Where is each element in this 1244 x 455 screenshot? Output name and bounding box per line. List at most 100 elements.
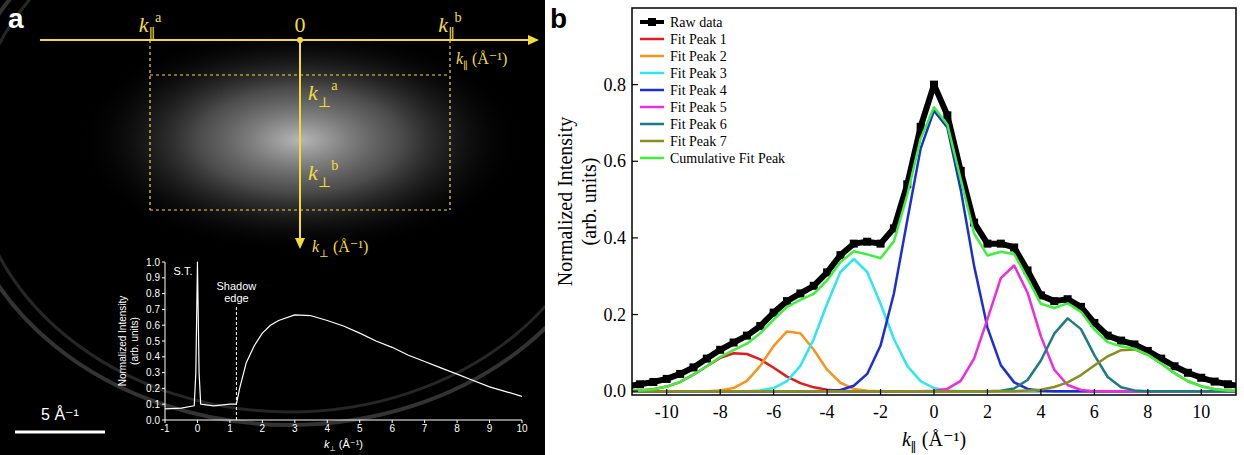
y-tick-label: 0.6 [604, 151, 627, 171]
x-tick-label: -10 [655, 402, 679, 422]
annotation: Shadow [217, 280, 257, 292]
x-tick [1201, 389, 1202, 395]
x-axis-title-rest: (Å⁻¹) [336, 438, 363, 450]
y-tick-label: 1.0 [146, 257, 160, 268]
legend-label: Fit Peak 6 [670, 117, 727, 132]
k-perp-label-sub: ⊥ [318, 94, 331, 110]
data-point [1064, 295, 1072, 303]
legend-swatch [640, 55, 664, 58]
k-perp-label: k⊥a [308, 77, 338, 110]
data-point [730, 339, 738, 347]
k-perp-title-rest: (Å⁻¹) [329, 238, 368, 256]
legend: Raw dataFit Peak 1Fit Peak 2Fit Peak 3Fi… [640, 15, 785, 166]
legend-swatch [640, 72, 664, 75]
plot-data [632, 81, 1236, 392]
plot-frame [632, 8, 1236, 395]
data-point [1117, 337, 1125, 345]
x-tick [933, 389, 934, 395]
k-parallel-label-sup: b [455, 9, 462, 25]
legend-swatch [640, 140, 664, 143]
legend-swatch [640, 157, 664, 160]
y-tick [162, 404, 165, 405]
k-perp-title-sub: ⊥ [319, 248, 329, 259]
y-tick [162, 420, 165, 421]
data-point [1010, 243, 1018, 251]
detector-rim [0, 0, 545, 425]
y-tick-label: 0.0 [604, 381, 627, 401]
data-point [663, 375, 671, 383]
scale-bar-label: 5 Å⁻¹ [41, 405, 79, 423]
legend-swatch [640, 123, 664, 126]
x-tick [1094, 389, 1095, 395]
k-parallel-label: k∥b [438, 9, 462, 42]
x-tick-label: 2 [260, 423, 266, 434]
data-point [636, 380, 644, 388]
x-tick-label: 7 [422, 423, 428, 434]
series-line [632, 85, 1236, 387]
legend-label: Fit Peak 3 [670, 66, 727, 81]
data-point [983, 240, 991, 248]
data-point [1224, 380, 1232, 388]
k-perp-label: k⊥b [308, 157, 338, 190]
k-perp-label-sup: a [331, 77, 338, 93]
legend-swatch [640, 106, 664, 109]
y-tick [162, 293, 165, 294]
data-point [689, 363, 697, 371]
x-tick-label: 3 [292, 423, 298, 434]
annotation: edge [224, 292, 248, 304]
x-tick [666, 389, 667, 395]
annotation: S.T. [174, 265, 193, 277]
legend-label: Fit Peak 7 [670, 134, 727, 149]
data-point [850, 240, 858, 248]
y-tick [632, 84, 638, 85]
x-tick-label: 6 [1090, 402, 1099, 422]
diffraction-glow [75, 25, 525, 255]
k-parallel-label-sub: ∥ [148, 26, 155, 42]
y-tick-label: 0.4 [604, 228, 627, 248]
dotted-guide [149, 40, 150, 210]
legend-label: Raw data [670, 15, 723, 30]
x-tick [826, 389, 827, 395]
y-tick-label: 0.6 [146, 320, 160, 331]
k-perp-label-sup: b [331, 157, 338, 173]
k-parallel-title: k∥ (Å⁻¹) [456, 50, 507, 71]
data-point [836, 251, 844, 259]
k-parallel-label: k∥a [139, 9, 162, 42]
x-tick-label: 2 [983, 402, 992, 422]
panel-b: -10-8-6-4-202468100.00.20.40.60.8k∥ (Å⁻¹… [545, 0, 1244, 455]
y-tick-label: 0.7 [146, 304, 160, 315]
k-perp-axis [299, 40, 301, 240]
y-axis-title: Normalized Intensity [117, 296, 128, 387]
y-tick [632, 391, 638, 392]
y-tick-label: 0.1 [146, 399, 160, 410]
x-tick-label: 0 [195, 423, 201, 434]
x-tick [773, 389, 774, 395]
data-point [863, 238, 871, 246]
k-perp-title: k⊥ (Å⁻¹) [312, 238, 368, 259]
figure: k∥a0k∥bk∥ (Å⁻¹)k⊥ak⊥bk⊥ (Å⁻¹)5 Å⁻¹a-1012… [0, 0, 1244, 455]
intensity-profile [165, 262, 522, 409]
legend-label: Fit Peak 4 [670, 83, 727, 98]
data-point [783, 297, 791, 305]
y-tick-label: 0.0 [146, 415, 160, 426]
legend-label: Fit Peak 5 [670, 100, 727, 115]
legend-label: Fit Peak 1 [670, 32, 727, 47]
data-point [716, 346, 724, 354]
x-tick-label: 8 [1143, 402, 1152, 422]
panel-letter: a [8, 3, 24, 34]
x-axis-title: k∥ (Å⁻¹) [902, 428, 966, 455]
data-point [796, 289, 804, 297]
data-point [810, 282, 818, 290]
data-point [877, 240, 885, 248]
x-axis-title: k⊥ (Å⁻¹) [324, 438, 363, 453]
x-tick-label: -8 [713, 402, 728, 422]
y-tick-label: 0.4 [146, 351, 160, 362]
y-axis-title: (arb. units) [578, 158, 601, 246]
panel-a [0, 0, 545, 455]
axis-arrow [528, 35, 539, 45]
data-point [997, 240, 1005, 248]
y-tick [162, 356, 165, 357]
data-point [1211, 378, 1219, 386]
data-point [703, 355, 711, 363]
x-tick [880, 389, 881, 395]
